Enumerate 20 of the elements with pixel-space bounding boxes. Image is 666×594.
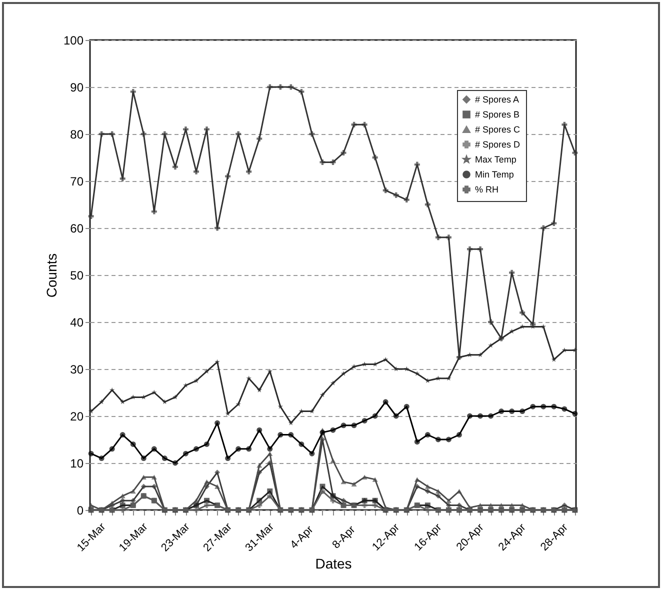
legend-label: # Spores C [475, 124, 521, 134]
legend-label: # Spores A [475, 94, 520, 104]
y-tick-label: 100 [63, 34, 84, 48]
x-axis-title: Dates [315, 555, 352, 572]
y-tick-label: 60 [70, 222, 84, 236]
legend-label: # Spores D [475, 140, 521, 150]
y-tick-label: 80 [70, 128, 84, 142]
y-tick-label: 40 [70, 316, 84, 330]
legend-label: Max Temp [475, 154, 516, 164]
y-tick-label: 30 [70, 362, 84, 376]
legend-label: Min Temp [475, 170, 514, 180]
legend-label: % RH [475, 184, 499, 194]
y-tick-label: 70 [70, 174, 84, 188]
y-tick-label: 10 [70, 456, 84, 470]
y-tick-label: 90 [70, 80, 84, 94]
legend-label: # Spores B [475, 110, 520, 120]
y-axis-title: Counts [43, 253, 60, 298]
y-tick-label: 50 [70, 268, 84, 282]
y-tick-label: 0 [76, 504, 84, 518]
y-tick-label: 20 [70, 410, 84, 424]
